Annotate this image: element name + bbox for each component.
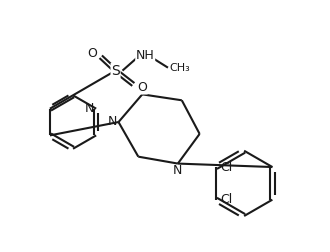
- Text: N: N: [84, 102, 94, 115]
- Text: CH₃: CH₃: [169, 63, 190, 73]
- Text: NH: NH: [136, 49, 154, 62]
- Text: O: O: [137, 81, 147, 94]
- Text: N: N: [108, 115, 117, 128]
- Text: Cl: Cl: [220, 161, 232, 174]
- Text: S: S: [111, 64, 120, 78]
- Text: N: N: [173, 164, 182, 177]
- Text: O: O: [87, 47, 97, 60]
- Text: Cl: Cl: [220, 193, 232, 206]
